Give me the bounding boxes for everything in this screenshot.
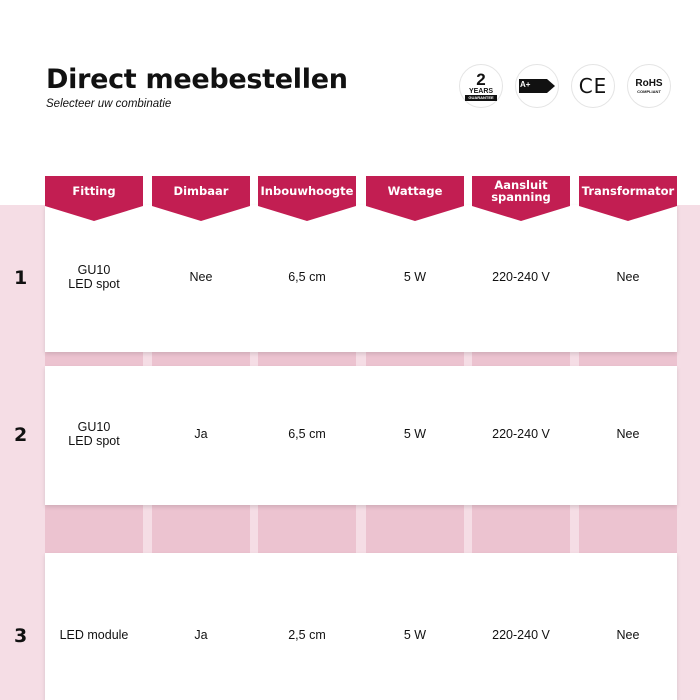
column-header-label: Aansluit spanning (491, 178, 551, 204)
table-cell: 220-240 V (492, 269, 550, 284)
row-number: 1 (14, 266, 28, 289)
column-header: Dimbaar (152, 176, 250, 221)
column-strip (152, 352, 250, 366)
energy-badge: A+ (515, 64, 559, 108)
table-cell: 220-240 V (492, 628, 550, 642)
energy-label-text: A+ (520, 80, 531, 89)
table-cell: Ja (194, 426, 208, 441)
table-cell: Ja (194, 628, 208, 642)
rohs-badge: RoHS COMPLIANT (627, 64, 671, 108)
table-cell: 2,5 cm (288, 628, 326, 642)
table-cell: LED module (59, 628, 129, 642)
column-header-label: Dimbaar (173, 184, 229, 198)
row-number: 2 (14, 423, 28, 446)
table-cell: GU10 LED spot (68, 419, 120, 448)
table-cell: Nee (616, 269, 640, 284)
page-subtitle: Selecteer uw combinatie (46, 98, 172, 110)
table-row[interactable] (45, 205, 677, 352)
page-title: Direct meebestellen (46, 64, 348, 95)
energy-label-icon (519, 79, 555, 93)
table-cell: 5 W (403, 269, 427, 284)
column-header: Wattage (366, 176, 464, 221)
guarantee-badge: 2 YEARS GUARANTEE (459, 64, 503, 108)
table-cell: Nee (616, 628, 640, 642)
column-strip (258, 352, 356, 366)
column-header: Inbouwhoogte (258, 176, 356, 221)
column-header: Fitting (45, 176, 143, 221)
column-header-label: Wattage (387, 184, 443, 198)
column-strip (579, 352, 677, 366)
table-cell: Nee (189, 269, 213, 284)
2-years-guarantee-icon: 2 YEARS GUARANTEE (465, 70, 497, 101)
table-row[interactable] (45, 366, 677, 505)
column-strip (258, 505, 356, 553)
column-header-label: Fitting (72, 184, 116, 198)
rohs-compliant: COMPLIANT (637, 88, 661, 94)
table-cell: Nee (616, 426, 640, 441)
column-header-label: Transformator (581, 184, 675, 198)
rohs-icon: RoHS (635, 77, 663, 89)
column-header-label: Inbouwhoogte (260, 184, 354, 198)
column-strip (579, 505, 677, 553)
column-strip (472, 505, 570, 553)
badge-number: 2 (476, 70, 486, 89)
ce-mark-icon: CE (578, 74, 608, 98)
table-cell: 6,5 cm (288, 426, 326, 441)
badge-guarantee: GUARANTEE (465, 95, 497, 101)
column-header: Transformator (579, 176, 677, 221)
table-row[interactable] (45, 553, 677, 700)
table-cell: 220-240 V (492, 426, 550, 441)
column-strip (45, 352, 143, 366)
column-strip (152, 505, 250, 553)
column-strip (366, 505, 464, 553)
row-number: 3 (14, 625, 28, 647)
column-strip (45, 505, 143, 553)
column-header: Aansluit spanning (472, 176, 570, 221)
badge-years: YEARS (468, 88, 494, 95)
table-cell: GU10 LED spot (68, 262, 120, 291)
ce-badge: CE (571, 64, 615, 108)
column-strip (472, 352, 570, 366)
table-cell: 5 W (403, 426, 427, 441)
table-cell: 5 W (403, 628, 427, 642)
table-cell: 6,5 cm (288, 269, 326, 284)
column-strip (366, 352, 464, 366)
